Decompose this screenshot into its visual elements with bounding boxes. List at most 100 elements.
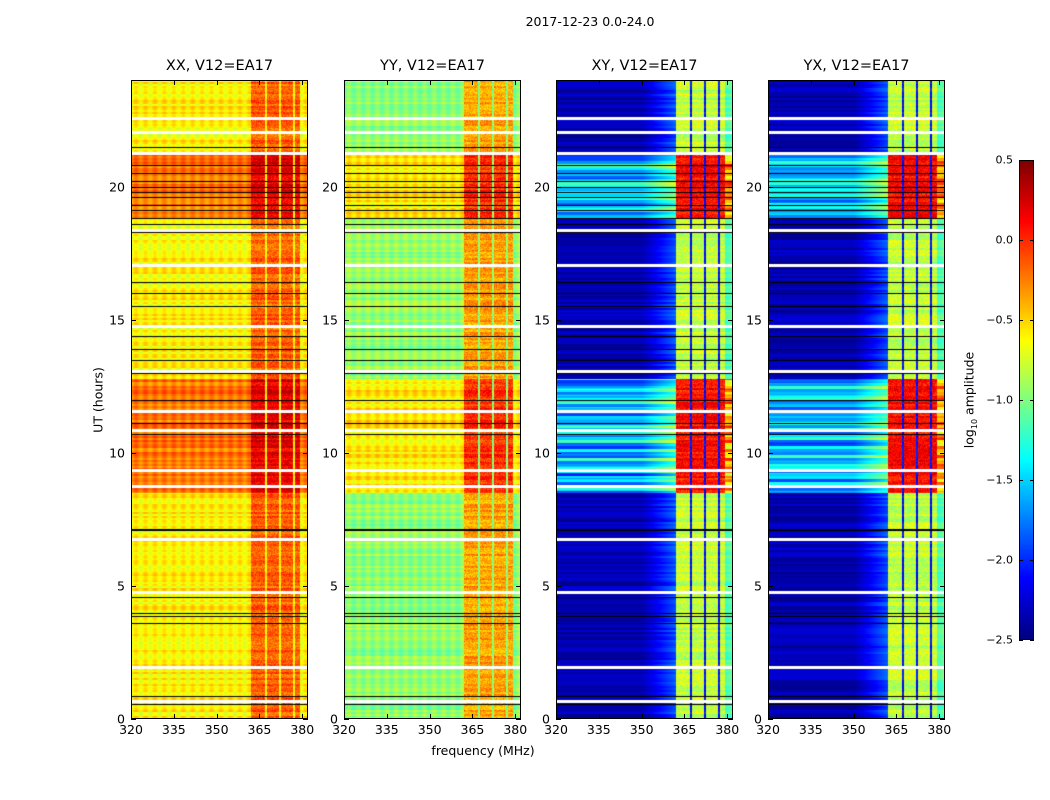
x-tick-mark <box>641 80 643 85</box>
y-tick-mark <box>131 452 136 454</box>
y-tick-mark <box>556 186 561 188</box>
x-tick-mark <box>641 714 643 719</box>
x-tick-mark <box>302 80 304 85</box>
x-tick-mark <box>768 714 769 719</box>
colorbar-tick-mark <box>1019 480 1023 481</box>
y-tick-label: 0 <box>754 711 762 727</box>
x-tick-mark <box>472 714 474 719</box>
x-tick-label: 335 <box>798 722 823 737</box>
x-tick-mark <box>939 80 941 85</box>
y-tick-mark <box>303 585 308 587</box>
x-tick-label: 350 <box>841 722 866 737</box>
y-tick-mark <box>344 585 349 587</box>
y-tick-mark <box>556 585 561 587</box>
y-tick-mark <box>940 719 945 720</box>
x-tick-label: 350 <box>417 722 442 737</box>
y-tick-mark <box>131 585 136 587</box>
x-tick-label: 380 <box>927 722 952 737</box>
y-tick-mark <box>556 719 561 720</box>
y-tick-mark <box>344 319 349 321</box>
panel-title: YY, V12=EA17 <box>380 58 485 74</box>
x-tick-mark <box>259 714 261 719</box>
y-tick-mark <box>940 319 945 321</box>
y-tick-mark <box>131 319 136 321</box>
x-tick-mark <box>344 80 345 85</box>
heatmap-image <box>131 80 308 719</box>
x-tick-mark <box>684 714 686 719</box>
heatmap-panel-xy: XY, V12=EA17 0 5 10 15 20 320 335 350 365 380 <box>534 58 739 737</box>
y-tick-mark <box>728 719 733 720</box>
colorbar-label-rest: amplitude <box>961 351 977 419</box>
x-tick-mark <box>768 80 769 85</box>
y-tick-mark <box>768 186 773 188</box>
x-tick-label: 350 <box>629 722 654 737</box>
x-tick-mark <box>810 80 812 85</box>
y-tick-mark <box>344 186 349 188</box>
x-tick-mark <box>386 714 388 719</box>
x-tick-mark <box>173 714 175 719</box>
y-tick-label: 15 <box>322 312 338 328</box>
colorbar-tick-mark <box>1019 640 1023 641</box>
y-tick-mark <box>516 585 521 587</box>
x-tick-label: 380 <box>290 722 315 737</box>
x-tick-mark <box>429 80 431 85</box>
x-tick-mark <box>727 714 729 719</box>
heatmap-panel-xx: XX, V12=EA17 0 5 10 15 20 320 335 350 365 380 <box>109 58 314 737</box>
y-tick-label: 20 <box>322 179 338 194</box>
y-tick-label: 5 <box>117 578 125 594</box>
y-tick-mark <box>556 319 561 321</box>
y-tick-label: 20 <box>534 179 550 194</box>
y-tick-mark <box>728 585 733 587</box>
y-tick-label: 5 <box>542 578 550 594</box>
y-tick-mark <box>516 319 521 321</box>
x-tick-mark <box>853 714 855 719</box>
colorbar-tick-mark <box>1030 240 1034 241</box>
y-axis-label: UT (hours) <box>90 367 106 433</box>
x-tick-label: 335 <box>161 722 186 737</box>
y-tick-mark <box>131 186 136 188</box>
x-tick-mark <box>556 714 557 719</box>
x-tick-label: 365 <box>672 722 697 737</box>
y-tick-mark <box>728 319 733 321</box>
panel-title: XY, V12=EA17 <box>591 58 698 74</box>
y-tick-mark <box>516 452 521 454</box>
x-tick-mark <box>173 80 175 85</box>
y-tick-label: 5 <box>330 578 338 594</box>
x-tick-label: 350 <box>204 722 229 737</box>
colorbar-tick-label: 0.0 <box>995 233 1014 247</box>
colorbar-gradient <box>1020 161 1033 639</box>
y-tick-label: 10 <box>322 445 338 461</box>
x-tick-mark <box>472 80 474 85</box>
x-tick-mark <box>131 714 132 719</box>
x-tick-label: 365 <box>460 722 485 737</box>
x-tick-label: 335 <box>374 722 399 737</box>
x-tick-mark <box>896 80 898 85</box>
y-tick-mark <box>516 719 521 720</box>
colorbar-tick-mark <box>1019 240 1023 241</box>
colorbar-label-sub: 10 <box>969 418 979 430</box>
y-tick-mark <box>303 319 308 321</box>
y-tick-mark <box>303 186 308 188</box>
y-tick-label: 0 <box>117 711 125 727</box>
x-tick-label: 380 <box>715 722 740 737</box>
colorbar-tick-mark <box>1019 160 1023 161</box>
y-tick-label: 10 <box>746 445 762 461</box>
y-tick-mark <box>303 719 308 720</box>
y-tick-mark <box>516 186 521 188</box>
y-tick-label: 15 <box>746 312 762 328</box>
y-tick-mark <box>940 452 945 454</box>
colorbar-tick-mark <box>1030 560 1034 561</box>
y-tick-label: 20 <box>109 179 125 194</box>
x-tick-label: 335 <box>586 722 611 737</box>
y-tick-mark <box>768 585 773 587</box>
y-tick-mark <box>131 719 136 720</box>
panel-title: YX, V12=EA17 <box>803 58 910 74</box>
x-tick-mark <box>131 80 132 85</box>
x-tick-label: 320 <box>119 722 143 737</box>
heatmap-image <box>768 80 945 719</box>
x-tick-label: 365 <box>247 722 272 737</box>
x-tick-mark <box>302 714 304 719</box>
colorbar-tick-label: −2.5 <box>986 633 1013 647</box>
y-tick-label: 0 <box>330 711 338 727</box>
y-tick-mark <box>768 452 773 454</box>
